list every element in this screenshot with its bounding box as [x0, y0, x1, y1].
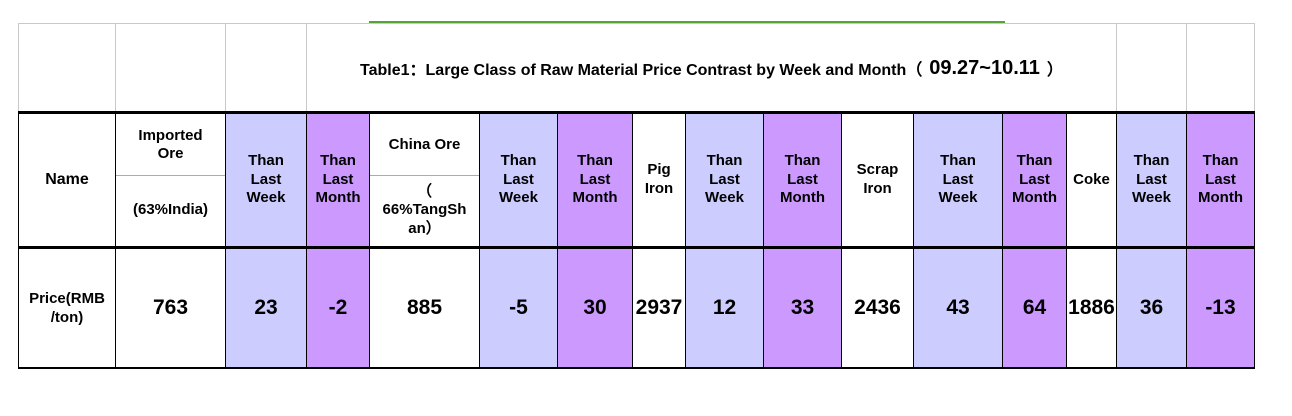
value-imported-ore-month-diff: -2	[307, 246, 370, 369]
value-china-ore-price: 885	[370, 246, 480, 369]
header-coke-than-last-month: Than Last Month	[1187, 111, 1255, 246]
header-pig-iron-than-last-week: Than Last Week	[686, 111, 764, 246]
header-scrap-iron: Scrap Iron	[842, 111, 914, 246]
value-china-ore-month-diff: 30	[558, 246, 633, 369]
header-china-ore-than-last-week: Than Last Week	[480, 111, 558, 246]
empty-cell	[1117, 23, 1187, 111]
header-imported-ore-grade: (63%India)	[132, 201, 208, 219]
header-china-ore-grade: （ 66%TangSh an）	[382, 182, 467, 238]
header-pig-iron: Pig Iron	[633, 111, 686, 246]
header-coke: Coke	[1067, 111, 1117, 246]
header-china-ore: China Ore （ 66%TangSh an）	[370, 111, 480, 246]
table-title-cell: Table1：Large Class of Raw Material Price…	[307, 23, 1117, 111]
value-scrap-iron-month-diff: 64	[1003, 246, 1067, 369]
value-china-ore-week-diff: -5	[480, 246, 558, 369]
header-scrap-iron-than-last-month: Than Last Month	[1003, 111, 1067, 246]
header-imported-ore-than-last-week: Than Last Week	[226, 111, 307, 246]
header-pig-iron-than-last-month: Than Last Month	[764, 111, 842, 246]
header-imported-ore: Imported Ore (63%India)	[116, 111, 226, 246]
table-title-suffix: ）	[1046, 61, 1063, 79]
value-scrap-iron-price: 2436	[842, 246, 914, 369]
value-pig-iron-price: 2937	[633, 246, 686, 369]
table-title-date-range: 09.27~10.11	[929, 57, 1040, 79]
header-imported-ore-title: Imported Ore	[116, 114, 225, 176]
header-scrap-iron-than-last-week: Than Last Week	[914, 111, 1003, 246]
value-pig-iron-month-diff: 33	[764, 246, 842, 369]
table-title-text: Table1：Large Class of Raw Material Price…	[360, 61, 923, 79]
value-imported-ore-price: 763	[116, 246, 226, 369]
value-coke-month-diff: -13	[1187, 246, 1255, 369]
header-name: Name	[18, 111, 116, 246]
value-coke-week-diff: 36	[1117, 246, 1187, 369]
row-label-price: Price(RMB /ton)	[18, 246, 116, 369]
empty-cell	[18, 23, 116, 111]
value-coke-price: 1886	[1067, 246, 1117, 369]
raw-material-price-table: Table1：Large Class of Raw Material Price…	[18, 23, 1255, 369]
value-scrap-iron-week-diff: 43	[914, 246, 1003, 369]
value-imported-ore-week-diff: 23	[226, 246, 307, 369]
empty-cell	[226, 23, 307, 111]
header-imported-ore-than-last-month: Than Last Month	[307, 111, 370, 246]
header-china-ore-title: China Ore	[370, 114, 479, 176]
header-china-ore-than-last-month: Than Last Month	[558, 111, 633, 246]
empty-cell	[1187, 23, 1255, 111]
header-coke-than-last-week: Than Last Week	[1117, 111, 1187, 246]
value-pig-iron-week-diff: 12	[686, 246, 764, 369]
empty-cell	[116, 23, 226, 111]
